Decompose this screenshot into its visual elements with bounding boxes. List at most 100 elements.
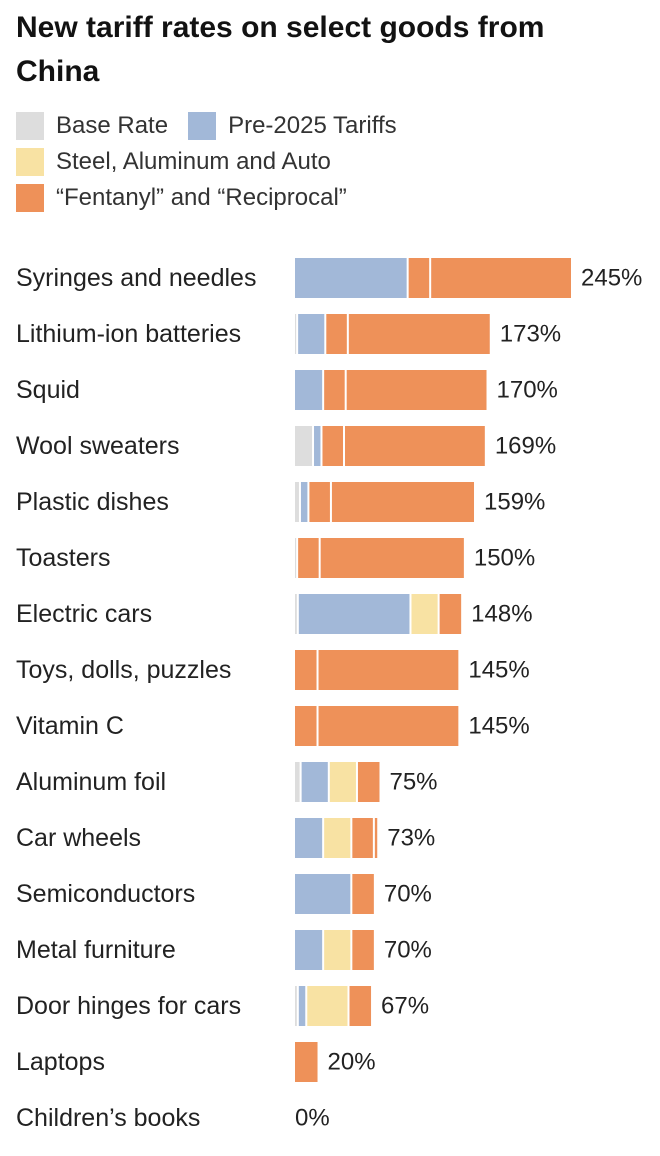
bar-row-door-hinges-for-cars: Door hinges for cars 67% — [16, 986, 429, 1026]
category-label: Plastic dishes — [16, 488, 169, 516]
bar-row-squid: Squid 170% — [16, 370, 558, 410]
total-value-label: 70% — [384, 937, 432, 964]
bar-segment-pre-2025-tariffs — [295, 370, 324, 410]
bar-segment-fentanyl-and-reciprocal — [323, 370, 487, 410]
bar-segment-base-rate — [295, 314, 298, 354]
bar-segment-fentanyl-and-reciprocal — [351, 930, 374, 970]
bar-segment-fentanyl-and-reciprocal — [356, 762, 380, 802]
segment-divider — [318, 538, 321, 578]
bar-row-plastic-dishes: Plastic dishes 159% — [16, 482, 545, 522]
category-label: Metal furniture — [16, 936, 176, 964]
bar-segment-fentanyl-and-reciprocal — [297, 538, 464, 578]
total-value-label: 73% — [387, 825, 435, 852]
total-value-label: 70% — [384, 881, 432, 908]
total-value-label: 145% — [468, 657, 529, 684]
bar-segment-base-rate — [295, 762, 301, 802]
total-value-label: 67% — [381, 993, 429, 1020]
segment-divider — [429, 258, 432, 298]
bar-row-vitamin-c: Vitamin C 145% — [16, 706, 530, 746]
segment-divider — [355, 762, 358, 802]
total-value-label: 170% — [497, 377, 558, 404]
segment-divider — [299, 762, 302, 802]
bar-segment-base-rate — [295, 986, 298, 1026]
total-value-label: 169% — [495, 433, 556, 460]
category-label: Toasters — [16, 544, 110, 572]
bar-segment-pre-2025-tariffs — [297, 986, 307, 1026]
segment-divider — [322, 818, 325, 858]
category-label: Children’s books — [16, 1104, 200, 1132]
bar-segment-steel-aluminum-and-auto — [410, 594, 439, 634]
bar-row-toys-dolls-puzzles: Toys, dolls, puzzles 145% — [16, 650, 530, 690]
category-label: Lithium-ion batteries — [16, 320, 241, 348]
legend-item-base-rate: Base Rate — [16, 112, 168, 140]
legend-swatch-pre-2025-tariffs — [188, 112, 217, 140]
bar-row-children-s-books: Children’s books 0% — [16, 1104, 330, 1132]
bar-segment-base-rate — [295, 538, 298, 578]
total-value-label: 150% — [474, 545, 535, 572]
bar-segment-fentanyl-and-reciprocal — [351, 874, 374, 914]
segment-divider — [327, 762, 330, 802]
bar-segment-steel-aluminum-and-auto — [328, 762, 357, 802]
segment-divider — [296, 538, 299, 578]
bar-row-toasters: Toasters 150% — [16, 538, 535, 578]
legend-item-fentanyl-reciprocal: “Fentanyl” and “Reciprocal” — [16, 184, 347, 212]
segment-divider — [296, 986, 299, 1026]
bar-segment-fentanyl-and-reciprocal — [295, 1042, 318, 1082]
legend-item-steel-aluminum-auto: Steel, Aluminum and Auto — [16, 148, 331, 176]
bar-row-car-wheels: Car wheels 73% — [16, 818, 435, 858]
segment-divider — [346, 314, 349, 354]
segment-divider — [350, 930, 353, 970]
bar-segment-pre-2025-tariffs — [299, 482, 309, 522]
segment-divider — [305, 986, 308, 1026]
segment-divider — [372, 818, 375, 858]
legend-label-base-rate: Base Rate — [56, 112, 169, 139]
category-label: Toys, dolls, puzzles — [16, 656, 231, 684]
bar-segment-fentanyl-and-reciprocal — [325, 314, 490, 354]
bar-segment-pre-2025-tariffs — [297, 594, 411, 634]
legend-swatch-steel-aluminum-auto — [16, 148, 44, 176]
segment-divider — [409, 594, 412, 634]
category-label: Laptops — [16, 1048, 105, 1076]
segment-divider — [316, 650, 319, 690]
total-value-label: 173% — [500, 321, 561, 348]
category-label: Vitamin C — [16, 712, 124, 740]
segment-divider — [298, 482, 301, 522]
segment-divider — [322, 370, 325, 410]
bar-row-wool-sweaters: Wool sweaters 169% — [16, 426, 556, 466]
bar-row-syringes-and-needles: Syringes and needles 245% — [16, 258, 642, 298]
bar-segment-pre-2025-tariffs — [295, 258, 408, 298]
category-label: Wool sweaters — [16, 432, 180, 460]
total-value-label: 159% — [484, 489, 545, 516]
legend-label-steel-aluminum-auto: Steel, Aluminum and Auto — [56, 148, 331, 175]
total-value-label: 145% — [468, 713, 529, 740]
bar-segment-steel-aluminum-and-auto — [323, 930, 352, 970]
bar-segment-pre-2025-tariffs — [313, 426, 322, 466]
legend: Base Rate Pre-2025 Tariffs Steel, Alumin… — [16, 108, 636, 216]
bar-segment-pre-2025-tariffs — [300, 762, 329, 802]
bar-segment-steel-aluminum-and-auto — [306, 986, 349, 1026]
category-label: Car wheels — [16, 824, 141, 852]
legend-swatch-base-rate — [16, 112, 44, 140]
bar-segment-fentanyl-and-reciprocal — [407, 258, 571, 298]
segment-divider — [347, 986, 350, 1026]
bar-segment-pre-2025-tariffs — [295, 874, 352, 914]
bar-segment-base-rate — [295, 426, 314, 466]
category-label: Syringes and needles — [16, 264, 256, 292]
bar-segment-fentanyl-and-reciprocal — [295, 650, 459, 690]
chart-title: New tariff rates on select goods from Ch… — [16, 11, 545, 88]
total-value-label: 245% — [581, 265, 642, 292]
category-label: Electric cars — [16, 600, 152, 628]
bar-segment-pre-2025-tariffs — [295, 818, 324, 858]
segment-divider — [320, 426, 323, 466]
bar-segment-base-rate — [295, 482, 300, 522]
segment-divider — [350, 818, 353, 858]
category-label: Squid — [16, 376, 80, 404]
bar-row-metal-furniture: Metal furniture 70% — [16, 930, 432, 970]
bar-segment-fentanyl-and-reciprocal — [295, 706, 459, 746]
bar-segment-fentanyl-and-reciprocal — [438, 594, 462, 634]
category-label: Aluminum foil — [16, 768, 166, 796]
bar-segment-pre-2025-tariffs — [295, 930, 324, 970]
segment-divider — [437, 594, 440, 634]
bar-row-lithium-ion-batteries: Lithium-ion batteries 173% — [16, 314, 561, 354]
